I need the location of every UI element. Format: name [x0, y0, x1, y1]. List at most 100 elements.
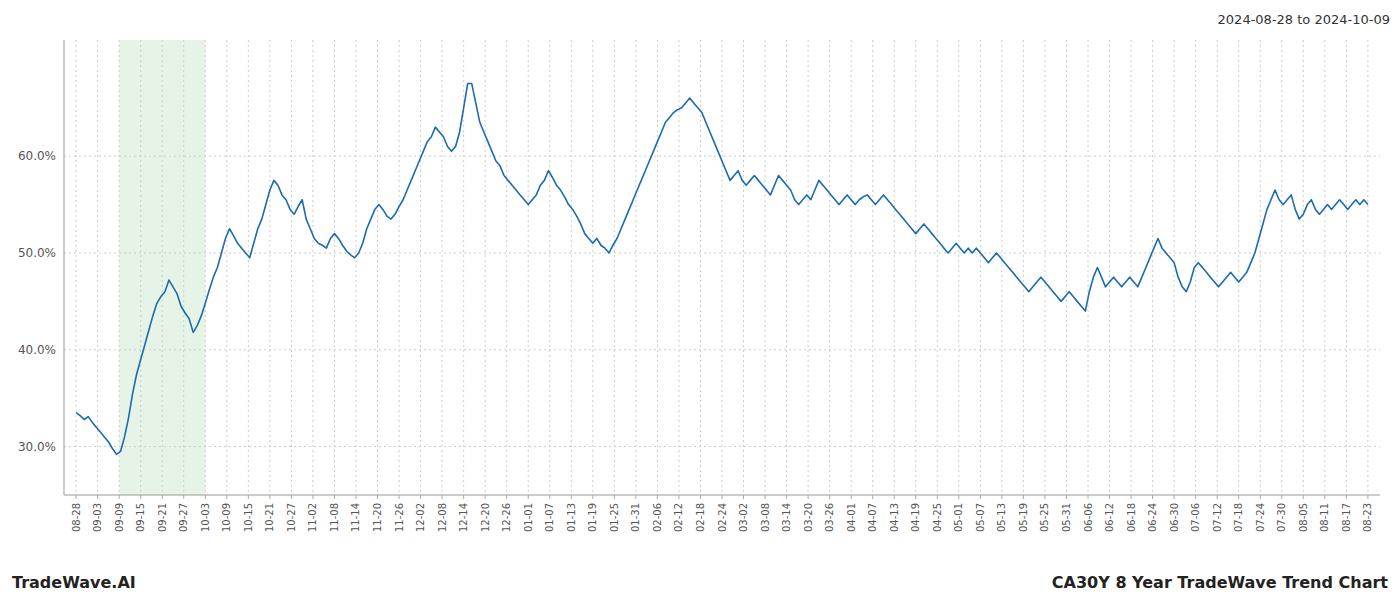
x-tick-label: 08-28 — [71, 503, 82, 532]
x-tick — [1131, 495, 1132, 499]
x-tick-label: 08-23 — [1362, 503, 1373, 532]
y-tick-label: 60.0% — [18, 149, 56, 163]
x-tick — [1281, 495, 1282, 499]
x-grid-line — [1088, 40, 1089, 495]
x-grid-line — [743, 40, 744, 495]
x-tick-label: 07-18 — [1233, 503, 1244, 532]
x-grid-line — [1152, 40, 1153, 495]
x-grid-line — [420, 40, 421, 495]
x-tick — [1367, 495, 1368, 499]
x-grid-line — [765, 40, 766, 495]
x-grid-line — [657, 40, 658, 495]
x-tick — [1066, 495, 1067, 499]
x-tick-label: 06-18 — [1126, 503, 1137, 532]
x-grid-line — [786, 40, 787, 495]
x-tick — [614, 495, 615, 499]
x-tick — [571, 495, 572, 499]
x-grid-line — [722, 40, 723, 495]
x-tick-label: 05-07 — [975, 503, 986, 532]
x-grid-line — [1023, 40, 1024, 495]
x-tick — [657, 495, 658, 499]
x-tick — [97, 495, 98, 499]
x-tick — [1324, 495, 1325, 499]
x-grid-line — [205, 40, 206, 495]
x-tick-label: 07-12 — [1212, 503, 1223, 532]
x-grid-line — [549, 40, 550, 495]
x-tick — [420, 495, 421, 499]
x-tick — [1174, 495, 1175, 499]
x-tick-label: 02-06 — [652, 503, 663, 532]
x-grid-line — [1303, 40, 1304, 495]
x-grid-line — [269, 40, 270, 495]
x-tick — [1238, 495, 1239, 499]
x-tick-label: 10-27 — [286, 503, 297, 532]
x-tick-label: 09-21 — [157, 503, 168, 532]
x-tick-label: 07-24 — [1255, 503, 1266, 532]
x-tick-label: 01-31 — [630, 503, 641, 532]
x-grid-line — [1001, 40, 1002, 495]
x-grid-line — [700, 40, 701, 495]
x-tick-label: 01-07 — [544, 503, 555, 532]
x-grid-line — [1238, 40, 1239, 495]
x-tick-label: 10-15 — [243, 503, 254, 532]
x-grid-line — [894, 40, 895, 495]
x-tick-label: 03-14 — [781, 503, 792, 532]
y-tick-label: 50.0% — [18, 246, 56, 260]
x-tick-label: 06-12 — [1104, 503, 1115, 532]
grid — [64, 40, 1380, 495]
x-grid-line — [334, 40, 335, 495]
x-tick — [463, 495, 464, 499]
x-tick — [399, 495, 400, 499]
x-tick — [765, 495, 766, 499]
x-tick — [1023, 495, 1024, 499]
x-tick — [722, 495, 723, 499]
x-tick-label: 10-03 — [200, 503, 211, 532]
x-tick — [872, 495, 873, 499]
x-tick-label: 12-14 — [458, 503, 469, 532]
x-tick-label: 01-01 — [523, 503, 534, 532]
subtitle: 2024-08-28 to 2024-10-09 — [1218, 12, 1390, 27]
x-tick-label: 04-13 — [889, 503, 900, 532]
x-grid-line — [162, 40, 163, 495]
title: CA30Y 8 Year TradeWave Trend Chart — [1052, 573, 1388, 592]
x-tick — [377, 495, 378, 499]
x-tick — [119, 495, 120, 499]
x-tick-label: 02-24 — [717, 503, 728, 532]
x-tick-label: 05-19 — [1018, 503, 1029, 532]
x-tick — [248, 495, 249, 499]
x-grid-line — [1346, 40, 1347, 495]
x-tick-label: 03-20 — [803, 503, 814, 532]
x-grid-line — [442, 40, 443, 495]
x-tick-label: 04-25 — [932, 503, 943, 532]
x-tick — [700, 495, 701, 499]
x-tick — [894, 495, 895, 499]
x-grid-line — [97, 40, 98, 495]
x-tick-label: 12-02 — [415, 503, 426, 532]
x-tick-label: 11-02 — [307, 503, 318, 532]
annotation: TradeWave.AI — [12, 573, 136, 592]
x-tick-label: 12-20 — [480, 503, 491, 532]
x-grid-line — [958, 40, 959, 495]
x-tick-label: 04-01 — [846, 503, 857, 532]
x-tick-label: 03-08 — [760, 503, 771, 532]
x-tick-label: 09-09 — [114, 503, 125, 532]
x-grid-line — [76, 40, 77, 495]
x-tick — [442, 495, 443, 499]
x-tick — [1088, 495, 1089, 499]
x-tick — [786, 495, 787, 499]
x-tick — [1109, 495, 1110, 499]
line-series — [76, 84, 1368, 455]
plot-area — [76, 84, 1368, 455]
x-tick — [162, 495, 163, 499]
x-tick-label: 04-19 — [910, 503, 921, 532]
x-grid-line — [312, 40, 313, 495]
x-tick — [312, 495, 313, 499]
x-grid-line — [829, 40, 830, 495]
x-tick-label: 08-11 — [1319, 503, 1330, 532]
x-tick-label: 07-06 — [1190, 503, 1201, 532]
x-grid-line — [1174, 40, 1175, 495]
x-grid-line — [635, 40, 636, 495]
x-tick-label: 08-17 — [1341, 503, 1352, 532]
x-tick-label: 05-01 — [953, 503, 964, 532]
x-tick — [829, 495, 830, 499]
